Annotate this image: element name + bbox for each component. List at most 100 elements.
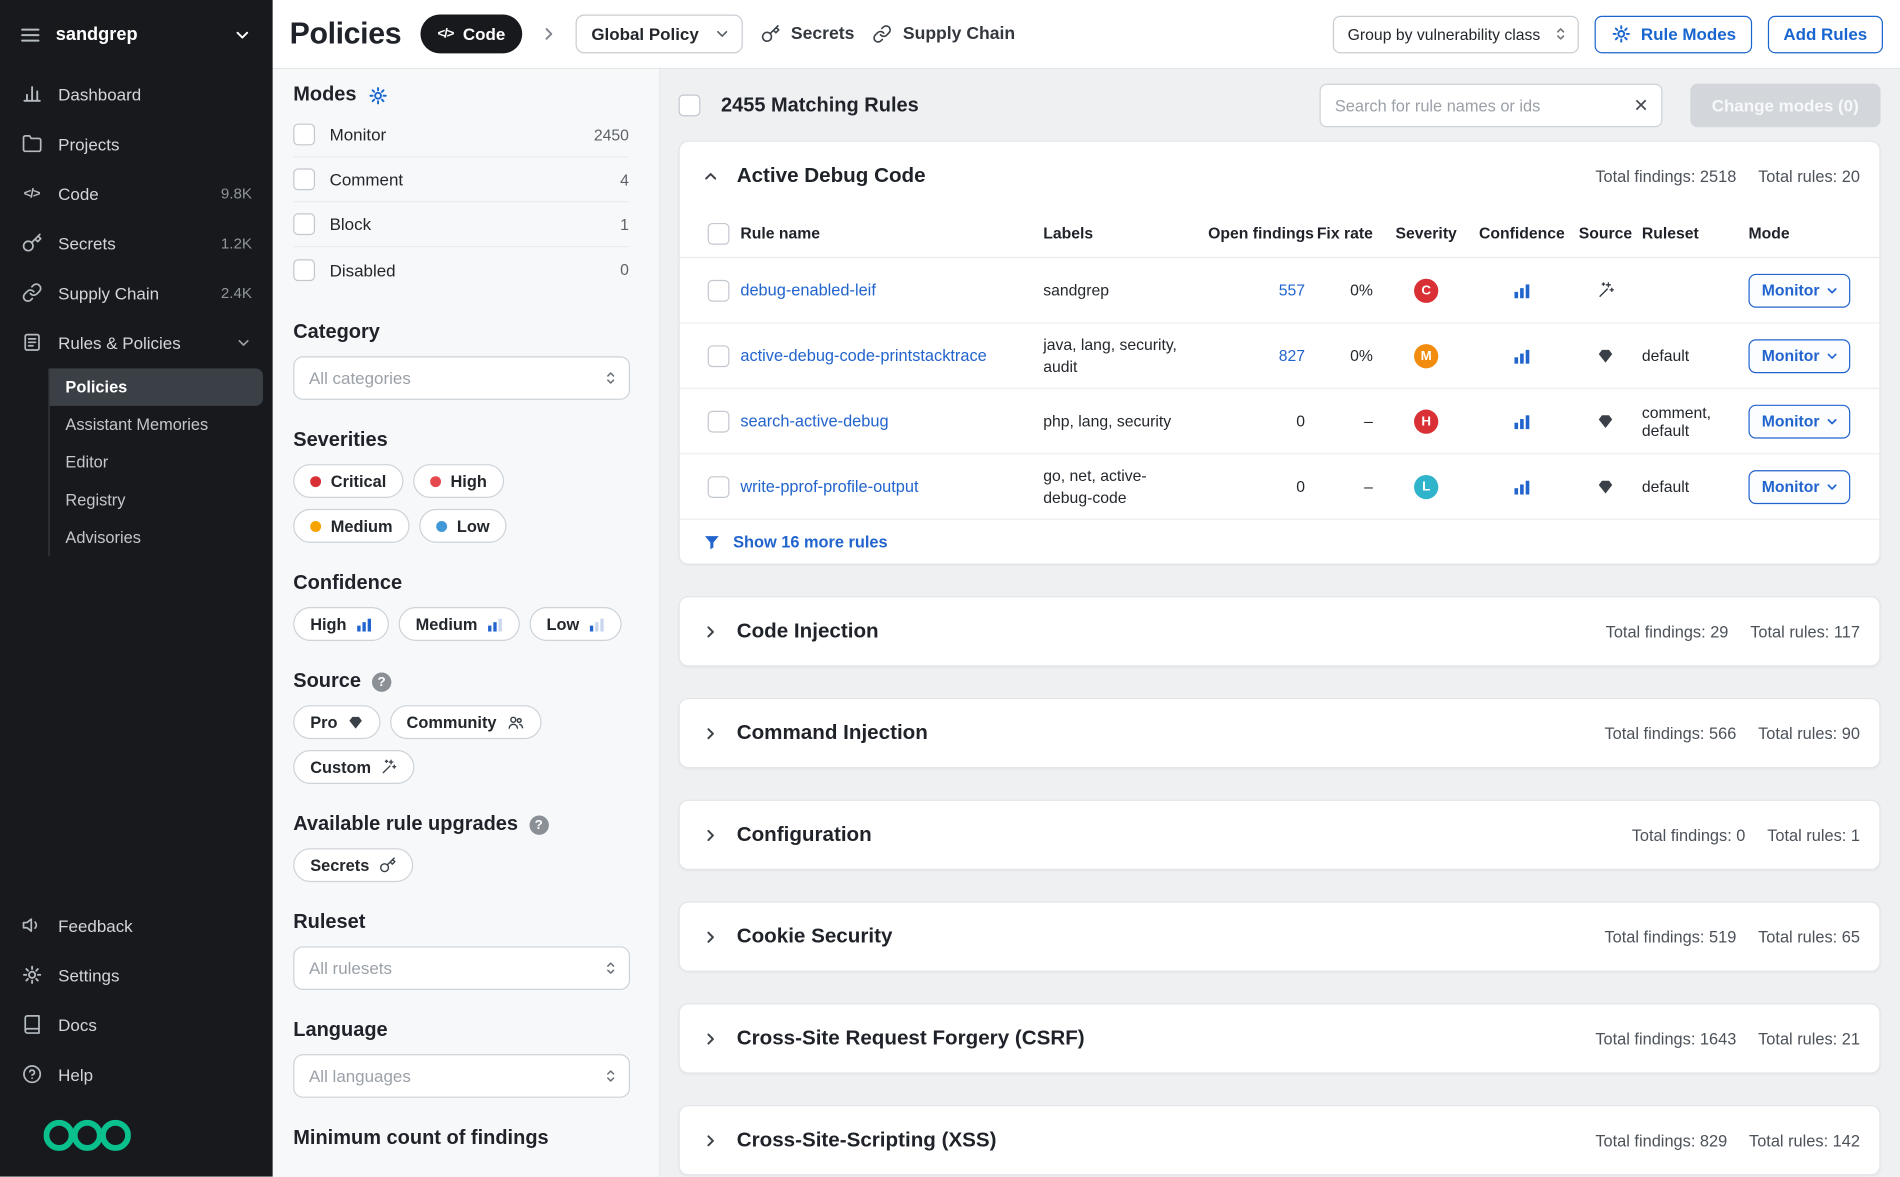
clear-search-icon[interactable]: ✕ [1624, 95, 1649, 117]
sidebar-item-help[interactable]: Help [0, 1049, 273, 1099]
mode-select[interactable]: Monitor [1748, 404, 1850, 438]
severity-pill-high[interactable]: High [413, 464, 504, 498]
rule-group-title: Code Injection [737, 619, 879, 643]
confidence-pill-low[interactable]: Low [530, 607, 622, 641]
open-findings-link[interactable]: 827 [1208, 347, 1310, 365]
change-modes-button[interactable]: Change modes (0) [1690, 84, 1881, 128]
severity-pill-critical[interactable]: Critical [293, 464, 403, 498]
source-pill-custom[interactable]: Custom [293, 750, 414, 784]
gear-icon [1611, 23, 1633, 45]
group-by-select[interactable]: Group by vulnerability class [1333, 15, 1579, 53]
sidebar-item-secrets[interactable]: Secrets 1.2K [0, 218, 273, 268]
confidence-pill-high[interactable]: High [293, 607, 389, 641]
group-select-checkbox[interactable] [708, 222, 730, 244]
sidebar-item-registry[interactable]: Registry [50, 481, 263, 519]
rule-group-xss: Cross-Site-Scripting (XSS) Total finding… [679, 1105, 1881, 1175]
ruleset-select[interactable]: All rulesets [293, 946, 630, 990]
block-checkbox[interactable] [293, 213, 315, 235]
sidebar-item-docs[interactable]: Docs [0, 1000, 273, 1050]
sidebar-item-feedback[interactable]: Feedback [0, 900, 273, 950]
total-findings: Total findings: 566 [1604, 724, 1736, 742]
mode-select[interactable]: Monitor [1748, 470, 1850, 504]
rule-labels: php, lang, security [1043, 410, 1208, 431]
rule-group-header[interactable]: Cross-Site Request Forgery (CSRF) Total … [680, 1004, 1880, 1072]
sidebar-item-settings[interactable]: Settings [0, 950, 273, 1000]
sidebar-item-assistant-memories[interactable]: Assistant Memories [50, 406, 263, 444]
upgrade-pill-secrets[interactable]: Secrets [293, 848, 413, 882]
question-icon[interactable]: ? [529, 815, 548, 834]
sidebar-item-code[interactable]: </> Code 9.8K [0, 168, 273, 218]
top-header: Policies </> Code Global Policy Secrets … [273, 0, 1900, 69]
rule-group-header[interactable]: Cookie Security Total findings: 519 Tota… [680, 903, 1880, 971]
key-icon [379, 857, 396, 874]
fix-rate-value: – [1310, 412, 1378, 430]
rule-group-title: Configuration [737, 823, 872, 847]
source-pill-community[interactable]: Community [390, 705, 542, 739]
group-totals: Total findings: 1643 Total rules: 21 [1595, 1029, 1860, 1047]
mode-select[interactable]: Monitor [1748, 339, 1850, 373]
sidebar-item-count: 2.4K [221, 284, 252, 301]
brand-logo [0, 1099, 273, 1177]
show-more-rules[interactable]: Show 16 more rules [680, 520, 1880, 564]
org-switcher[interactable]: sandgrep [0, 0, 273, 69]
sidebar-item-policies[interactable]: Policies [50, 368, 263, 406]
sidebar-item-rules-policies[interactable]: Rules & Policies [0, 317, 273, 367]
sidebar-item-dashboard[interactable]: Dashboard [0, 69, 273, 119]
row-checkbox[interactable] [708, 476, 730, 498]
rule-group-header[interactable]: Command Injection Total findings: 566 To… [680, 699, 1880, 767]
ruleset-value: comment, default [1642, 403, 1749, 439]
confidence-heading: Confidence [293, 572, 629, 595]
rule-name-link[interactable]: write-pprof-profile-output [740, 477, 1043, 495]
critical-dot-icon [310, 476, 321, 487]
code-policy-tab[interactable]: </> Code [421, 15, 523, 54]
column-severity: Severity [1378, 224, 1475, 242]
confidence-pill-medium[interactable]: Medium [399, 607, 520, 641]
row-checkbox[interactable] [708, 279, 730, 301]
rule-group-header[interactable]: Code Injection Total findings: 29 Total … [680, 597, 1880, 665]
mode-filter-monitor: Monitor 2450 [293, 113, 629, 158]
question-icon[interactable]: ? [372, 672, 391, 691]
open-findings-link[interactable]: 557 [1208, 281, 1310, 299]
policy-select[interactable]: Global Policy [576, 15, 743, 54]
rule-row: debug-enabled-leif sandgrep 557 0% C Mon… [680, 258, 1880, 323]
source-pill-pro[interactable]: Pro [293, 705, 380, 739]
total-rules: Total rules: 1 [1767, 826, 1860, 844]
secrets-policy-tab[interactable]: Secrets [759, 23, 854, 45]
row-checkbox[interactable] [708, 410, 730, 432]
rule-group-header[interactable]: Configuration Total findings: 0 Total ru… [680, 801, 1880, 869]
monitor-checkbox[interactable] [293, 124, 315, 146]
sidebar-item-editor[interactable]: Editor [50, 443, 263, 481]
column-confidence: Confidence [1475, 224, 1570, 242]
column-fix-rate: Fix rate [1310, 224, 1378, 242]
sidebar-item-advisories[interactable]: Advisories [50, 519, 263, 557]
rule-group-header[interactable]: Cross-Site-Scripting (XSS) Total finding… [680, 1106, 1880, 1174]
severity-pill-medium[interactable]: Medium [293, 509, 409, 543]
disabled-checkbox[interactable] [293, 259, 315, 281]
sidebar-item-supply-chain[interactable]: Supply Chain 2.4K [0, 268, 273, 318]
sidebar-bottom: Feedback Settings Docs Help [0, 900, 273, 1176]
rule-name-link[interactable]: active-debug-code-printstacktrace [740, 347, 1043, 365]
language-select[interactable]: All languages [293, 1054, 630, 1098]
comment-checkbox[interactable] [293, 168, 315, 190]
add-rules-button[interactable]: Add Rules [1768, 15, 1883, 53]
mode-filter-disabled: Disabled 0 [293, 247, 629, 292]
gear-icon[interactable] [367, 84, 389, 106]
chevron-down-icon [235, 334, 252, 351]
supply-chain-policy-tab[interactable]: Supply Chain [871, 23, 1015, 45]
group-totals: Total findings: 29 Total rules: 117 [1606, 622, 1860, 640]
rule-group-header[interactable]: Active Debug Code Total findings: 2518 T… [680, 142, 1880, 210]
wand-icon [381, 759, 398, 776]
rule-name-link[interactable]: debug-enabled-leif [740, 281, 1043, 299]
sidebar-item-count: 9.8K [221, 185, 252, 202]
mode-select[interactable]: Monitor [1748, 273, 1850, 307]
select-all-checkbox[interactable] [679, 95, 701, 117]
rule-modes-button[interactable]: Rule Modes [1595, 15, 1752, 53]
row-checkbox[interactable] [708, 345, 730, 367]
sidebar-item-projects[interactable]: Projects [0, 119, 273, 169]
column-labels: Labels [1043, 224, 1208, 242]
chevron-down-icon [1825, 414, 1840, 429]
rule-search-input[interactable] [1335, 96, 1624, 114]
severity-pill-low[interactable]: Low [419, 509, 506, 543]
category-select[interactable]: All categories [293, 356, 630, 400]
rule-name-link[interactable]: search-active-debug [740, 412, 1043, 430]
